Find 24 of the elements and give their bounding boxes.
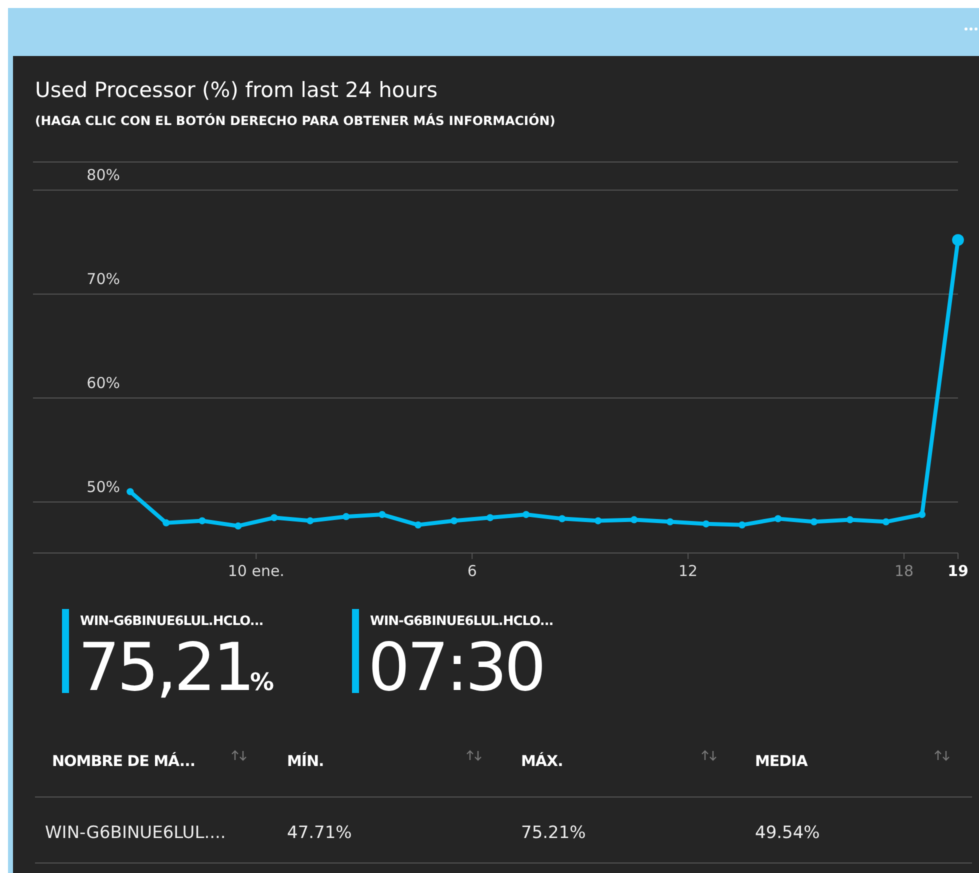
x-tick-label: 12 bbox=[678, 562, 698, 580]
text: WIN-G6BINUE6LUL.... bbox=[45, 823, 226, 843]
text: WIN-G6BINUE6LUL.HCLO... bbox=[370, 614, 554, 629]
chart-subtitle: (HAGA CLIC CON EL BOTÓN DERECHO PARA OBTENER MÁS INFORMACIÓN) bbox=[35, 113, 556, 128]
text: 75,21 bbox=[78, 629, 252, 706]
y-tick-label: 50% bbox=[86, 478, 120, 496]
x-tick-label: 6 bbox=[467, 562, 477, 580]
text: 75.21% bbox=[521, 823, 586, 843]
text: MÁX. bbox=[521, 752, 563, 770]
y-tick-label: 80% bbox=[86, 166, 120, 184]
x-tick-label: 18 bbox=[894, 562, 914, 580]
chart-title: Used Processor (%) from last 24 hours bbox=[35, 78, 438, 102]
text: 47.71% bbox=[287, 823, 352, 843]
y-tick-label: 60% bbox=[86, 374, 120, 392]
x-tick-label: 19 bbox=[948, 562, 968, 580]
text: % bbox=[250, 668, 274, 696]
text: 49.54% bbox=[755, 823, 820, 843]
text: MEDIA bbox=[755, 752, 808, 770]
text: 07:30 bbox=[368, 629, 544, 706]
text: NOMBRE DE MÁ... bbox=[52, 752, 196, 770]
y-tick-label: 70% bbox=[86, 270, 120, 288]
x-tick-label: 10 ene. bbox=[228, 562, 284, 580]
text: MÍN. bbox=[287, 752, 324, 770]
text: WIN-G6BINUE6LUL.HCLO... bbox=[80, 614, 264, 629]
